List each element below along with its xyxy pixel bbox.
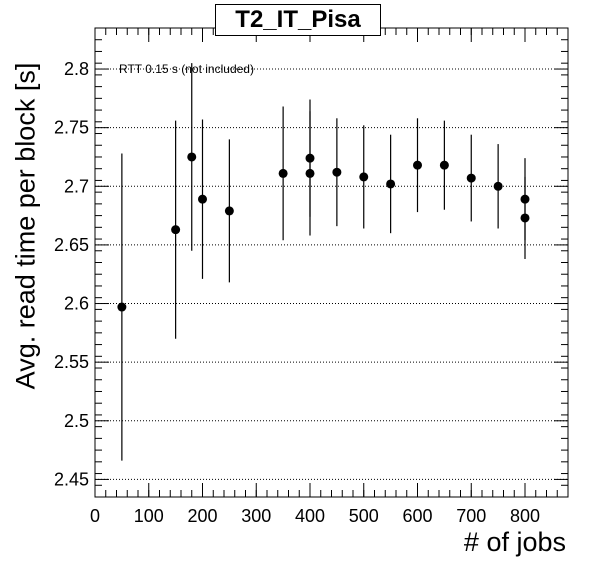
y-tick-label: 2.65 <box>54 235 89 255</box>
data-point <box>493 181 503 191</box>
plot-frame <box>94 27 569 498</box>
data-point <box>305 168 315 178</box>
data-point <box>466 173 476 183</box>
grid-lines <box>95 68 568 480</box>
data-point <box>224 206 234 216</box>
data-point <box>187 152 197 162</box>
x-tick-label: 600 <box>402 506 432 526</box>
x-tick-label: 800 <box>510 506 540 526</box>
x-tick-label: 300 <box>241 506 271 526</box>
data-point <box>439 160 449 170</box>
data-point <box>332 167 342 177</box>
x-tick-label: 700 <box>456 506 486 526</box>
data-point <box>386 179 396 189</box>
axes-ticks: 2.45 2.5 2.55 2.6 2.65 2.7 2.75 2.8 0 100 200 300 40… <box>54 27 569 526</box>
x-axis-label: # of jobs <box>463 527 566 557</box>
rtt-annotation: RTT 0.15 s (not included) <box>119 62 254 76</box>
data-point <box>305 153 315 163</box>
x-tick-label: 400 <box>295 506 325 526</box>
y-axis-label: Avg. read time per block [s] <box>10 62 41 390</box>
y-tick-label: 2.5 <box>64 411 89 431</box>
data-point <box>359 172 369 182</box>
error-bars <box>121 63 526 461</box>
x-tick-label: 200 <box>187 506 217 526</box>
data-points <box>117 152 530 312</box>
data-point <box>520 213 530 223</box>
y-tick-label: 2.8 <box>64 59 89 79</box>
data-point <box>278 168 288 178</box>
x-tick-label: 500 <box>349 506 379 526</box>
data-point <box>171 225 181 235</box>
data-point <box>198 194 207 204</box>
chart-title: T2_IT_Pisa <box>215 4 381 36</box>
y-tick-label: 2.6 <box>64 294 89 314</box>
y-tick-label: 2.75 <box>54 118 89 138</box>
data-point <box>117 302 127 312</box>
data-point <box>520 194 530 204</box>
y-tick-label: 2.45 <box>54 469 89 489</box>
x-tick-label: 0 <box>90 506 100 526</box>
data-point <box>413 160 422 170</box>
y-tick-label: 2.55 <box>54 352 89 372</box>
y-tick-label: 2.7 <box>64 176 89 196</box>
x-tick-label: 100 <box>134 506 164 526</box>
